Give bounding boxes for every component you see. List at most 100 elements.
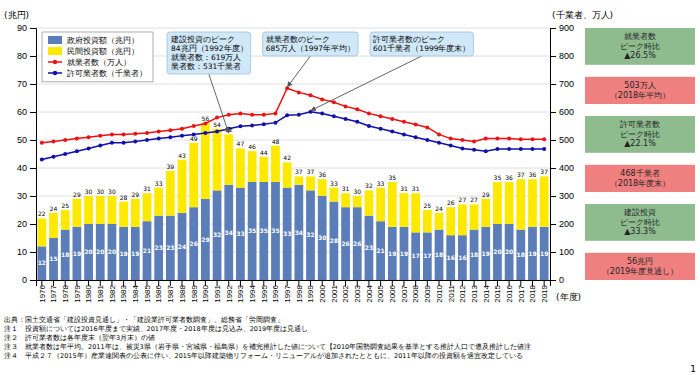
y-tick: 20: [17, 219, 36, 229]
side-box: 許可業者数ピーク時比▲22.1%: [585, 116, 695, 153]
side-box-background: [585, 253, 695, 280]
y2-tick-mark: [550, 56, 556, 57]
y2-axis: 0100200300400500600700800900: [550, 23, 574, 285]
line-point: [495, 147, 499, 151]
line-point: [180, 134, 184, 138]
line-point: [262, 122, 266, 126]
side-box-content: 503万人（2018年平均）: [610, 81, 670, 100]
line-point: [379, 114, 383, 118]
line-point: [157, 130, 161, 134]
y-tick-mark: [30, 56, 36, 57]
line-point: [542, 147, 546, 151]
line-point: [215, 116, 219, 120]
annotation-text: 就業者数のピーク685万人（1997年平均）: [266, 35, 355, 53]
side-box-text-line: 許可業者数: [620, 120, 660, 129]
side-box-text: 許可業者数ピーク時比▲22.1%: [620, 120, 660, 148]
y-tick-mark: [30, 280, 36, 281]
side-box-text-line: （2018年度末）: [610, 179, 670, 188]
bar: [365, 216, 374, 280]
side-box-text-line: 56兆円: [627, 257, 653, 266]
bar-total-label: 37: [540, 168, 548, 175]
bar-value-label: 33: [236, 230, 244, 237]
y2-tick: 400: [550, 163, 574, 173]
annotation-text-line: 就業者数のピーク: [266, 35, 330, 44]
annotation: 建設投資のピーク84兆円（1992年度）就業者数：619万人業者数：531千業者: [167, 32, 251, 74]
line-point: [262, 113, 266, 117]
line-point: [273, 121, 277, 125]
x-tick: 2003: [353, 280, 362, 303]
bar: [259, 182, 268, 280]
bar: [330, 202, 339, 280]
y2-tick: 0: [550, 275, 564, 285]
bar-total-label: 27: [459, 196, 467, 203]
legend-item: 許可業者数（千業者）: [48, 69, 147, 78]
bar-value-label: 19: [482, 250, 490, 257]
y-tick-label: 40: [17, 163, 27, 173]
bar-total-label: 37: [517, 171, 525, 178]
bar-value-label: 16: [447, 254, 455, 261]
y2-tick-mark: [550, 84, 556, 85]
bar: [131, 199, 140, 227]
line-point: [40, 158, 44, 162]
bar-total-label: 31: [412, 185, 420, 192]
bar: [224, 134, 233, 184]
bar: [318, 196, 327, 280]
y2-tick: 300: [550, 191, 574, 201]
bar-value-label: 19: [540, 250, 548, 257]
line-point: [87, 146, 91, 150]
y2-tick: 600: [550, 107, 574, 117]
line-point: [530, 137, 534, 141]
bar: [213, 190, 222, 280]
legend-item: 民間投資額（兆円）: [48, 47, 139, 56]
x-tick: 2000: [318, 280, 327, 303]
bar-total-label: 35: [494, 174, 502, 181]
bar: [108, 224, 117, 280]
bar-value-label: 19: [119, 250, 127, 257]
bar-total-label: 30: [85, 188, 93, 195]
bar: [178, 160, 187, 213]
bar-series: [37, 182, 548, 280]
bar-total-label: 31: [342, 185, 350, 192]
bar-total-label: 31: [143, 185, 151, 192]
side-box-text-line: （2019年度見通し）: [602, 267, 678, 276]
annotation-text: 許可業者数のピーク601千業者（1999年度末）: [373, 35, 470, 53]
x-tick: 1979: [73, 280, 82, 303]
bar-value-label: 35: [260, 227, 268, 234]
line-point: [250, 113, 254, 117]
x-tick-label: 2018: [528, 284, 537, 302]
line-point: [133, 139, 137, 143]
line-point: [414, 135, 418, 139]
x-tick: 2005: [376, 280, 385, 303]
y-tick-label: 0: [22, 275, 27, 285]
line-point: [227, 113, 231, 117]
y-tick-label: 10: [17, 247, 27, 257]
x-tick: 1986: [154, 280, 163, 303]
line-point: [484, 149, 488, 153]
annotation: 就業者数のピーク685万人（1997年平均）: [263, 32, 358, 56]
line-point: [530, 147, 534, 151]
line: [42, 112, 544, 160]
annotation-text-line: 許可業者数のピーク: [373, 35, 445, 44]
y-tick: 90: [17, 23, 36, 33]
line-point: [425, 125, 429, 129]
bar: [306, 176, 315, 190]
bar: [306, 190, 315, 280]
side-box-text-line: （2018年平均）: [610, 91, 670, 100]
y2-tick-label: 400: [559, 163, 574, 173]
bar: [470, 204, 479, 229]
y2-axis-title: (千業者、万人): [552, 10, 613, 20]
y-tick-label: 60: [17, 107, 27, 117]
bar: [224, 185, 233, 280]
y2-tick-label: 900: [559, 23, 574, 33]
x-tick-label: 2002: [341, 284, 350, 302]
bar: [96, 196, 105, 224]
bar: [283, 188, 292, 280]
bar-value-label: 32: [306, 231, 314, 238]
grid-line: [36, 112, 550, 113]
bar: [49, 213, 58, 238]
bar: [540, 227, 549, 280]
bar-total-label: 36: [318, 171, 326, 178]
line-point: [425, 138, 429, 142]
line-point: [449, 144, 453, 148]
line-point: [238, 124, 242, 128]
